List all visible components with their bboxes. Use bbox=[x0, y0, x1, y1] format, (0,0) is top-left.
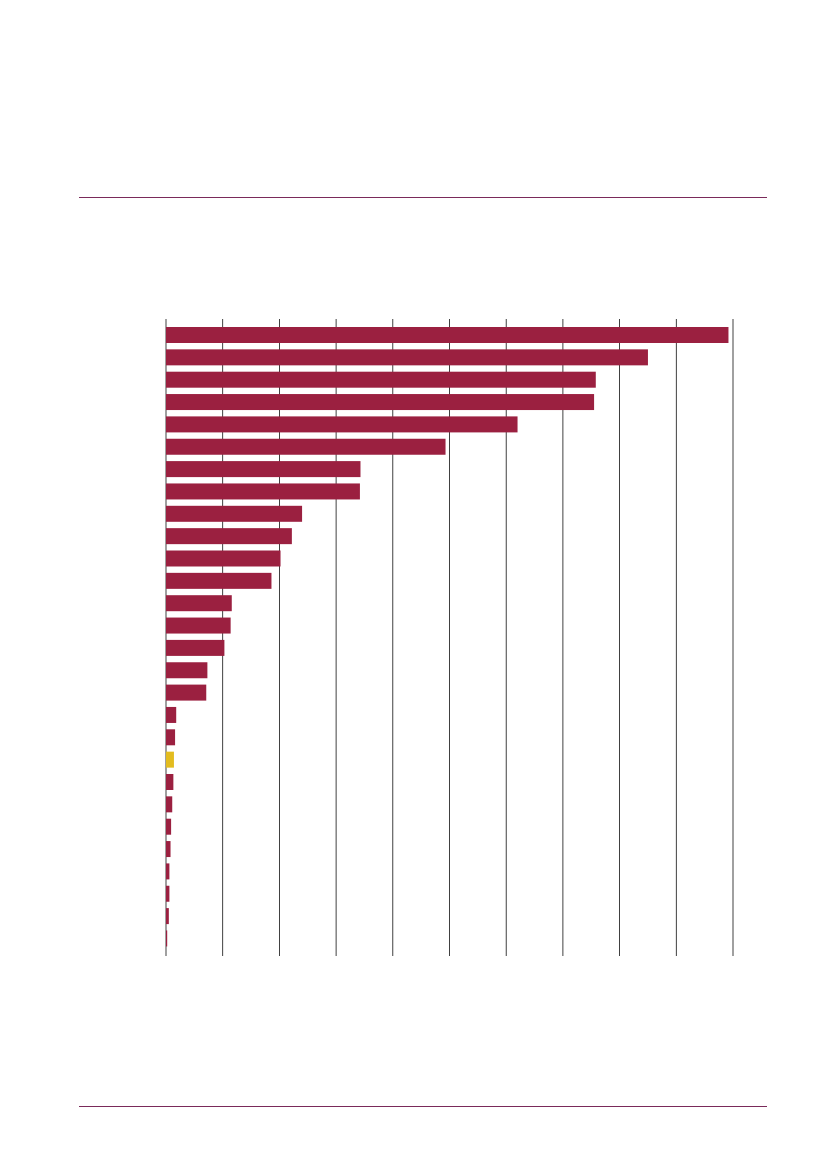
bar bbox=[166, 438, 446, 455]
bar bbox=[166, 394, 595, 411]
bar bbox=[166, 662, 208, 679]
bar bbox=[166, 505, 303, 522]
footer-rule bbox=[79, 1106, 767, 1107]
bar-highlighted bbox=[166, 751, 174, 768]
bar bbox=[166, 461, 361, 478]
bar bbox=[166, 729, 176, 746]
bar bbox=[166, 639, 225, 656]
bar bbox=[166, 684, 207, 701]
gridlines bbox=[165, 319, 734, 956]
bar bbox=[166, 818, 172, 835]
bar bbox=[166, 371, 596, 388]
bars bbox=[166, 327, 729, 947]
header-rule bbox=[79, 197, 767, 198]
bar bbox=[166, 483, 360, 500]
bar bbox=[166, 774, 174, 790]
bar bbox=[166, 908, 169, 925]
bar bbox=[166, 796, 173, 813]
bar bbox=[166, 706, 177, 723]
bar bbox=[166, 863, 170, 880]
bar bbox=[166, 841, 171, 858]
bar bbox=[166, 327, 729, 343]
bar bbox=[166, 349, 648, 366]
bar bbox=[166, 885, 170, 902]
bar bbox=[166, 416, 518, 433]
bar bbox=[166, 528, 292, 545]
bar bbox=[166, 595, 232, 612]
bar bbox=[166, 550, 281, 567]
bar bbox=[166, 930, 168, 947]
bar bbox=[166, 572, 272, 589]
bar bbox=[166, 617, 231, 634]
